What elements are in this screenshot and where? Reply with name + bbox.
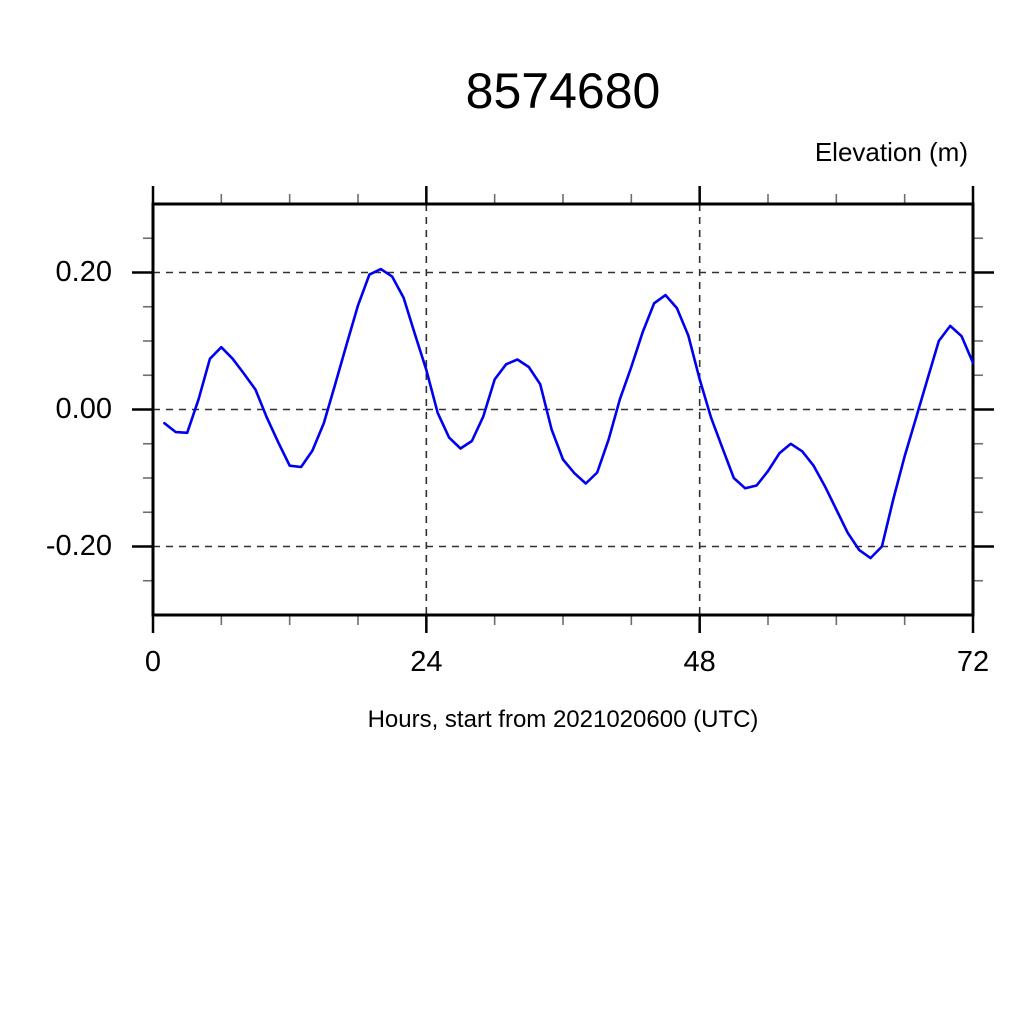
axis-ticks	[132, 186, 994, 633]
plot-frame	[151, 202, 975, 617]
chart-title: 8574680	[465, 63, 661, 119]
x-axis-title: Hours, start from 2021020600 (UTC)	[367, 706, 759, 733]
x-tick-label: 48	[683, 646, 716, 678]
x-tick-label: 72	[956, 646, 990, 678]
y-tick-label: 0.20	[55, 255, 112, 288]
y-axis-title: Elevation (m)	[814, 137, 968, 167]
y-tick-label: -0.20	[45, 529, 112, 562]
gridlines	[153, 204, 973, 615]
x-tick-label: 0	[144, 646, 162, 678]
elevation-line	[163, 267, 975, 560]
x-tick-label: 24	[410, 646, 443, 678]
y-tick-label: 0.00	[55, 392, 112, 425]
